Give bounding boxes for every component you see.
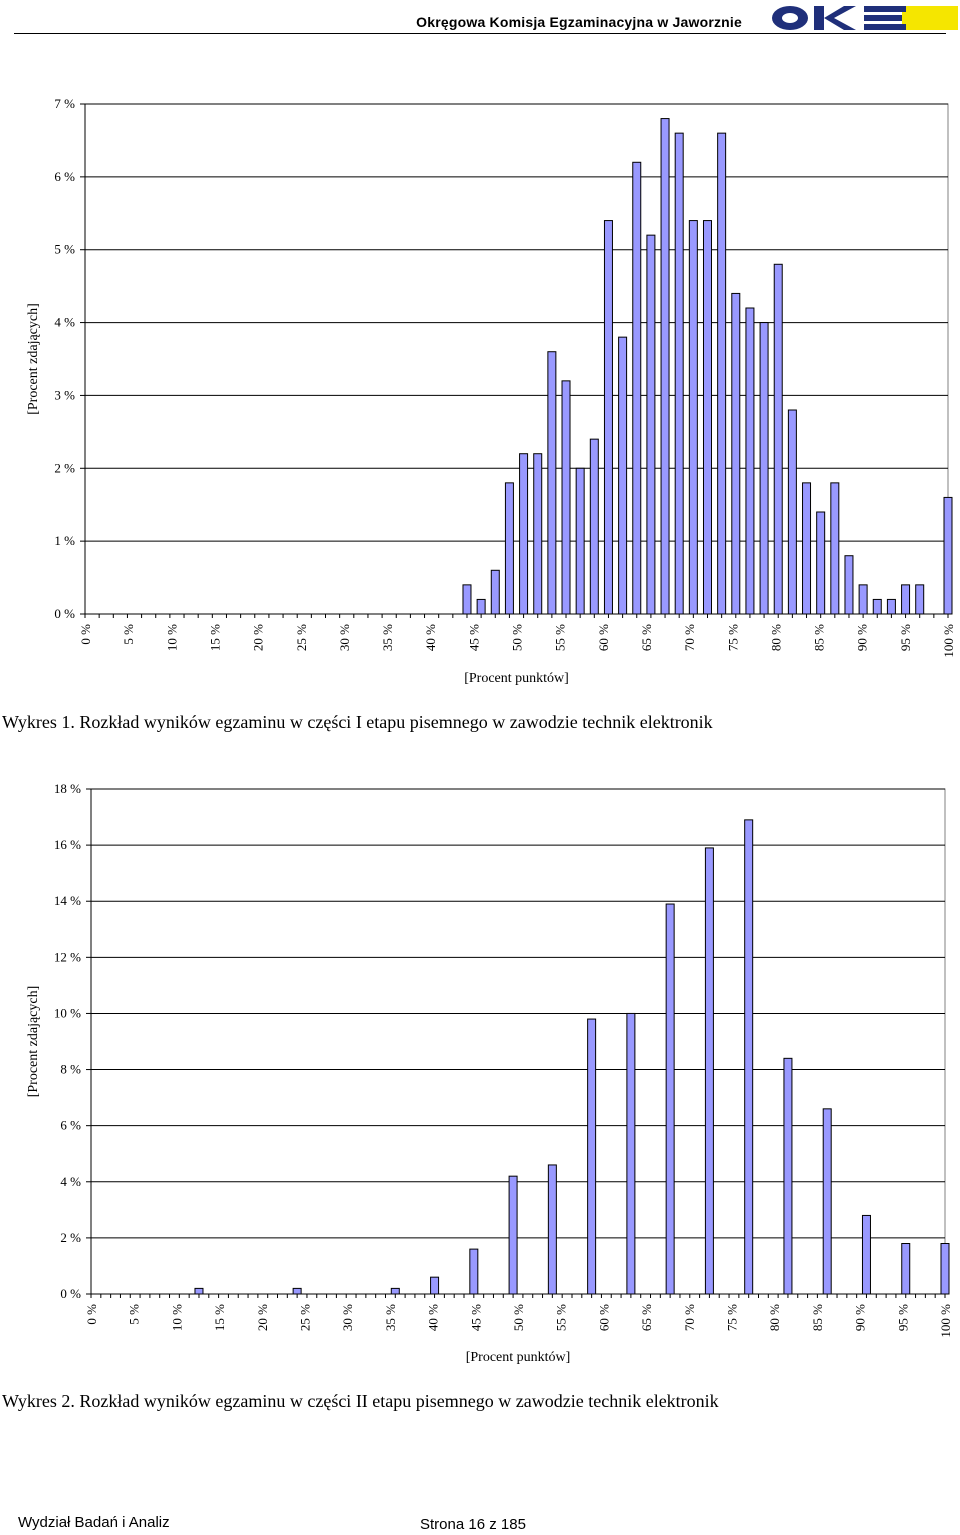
x-tick-label: 95 % [898,624,913,651]
y-tick-label: 16 % [54,837,81,852]
bar [587,1018,597,1295]
logo-letter-k [814,6,824,30]
y-tick-label: 18 % [54,781,81,796]
bar [940,1243,950,1295]
header-title: Okręgowa Komisja Egzaminacyjna w Jaworzn… [416,14,742,30]
x-tick-label: 95 % [895,1304,910,1331]
bar [704,847,714,1295]
x-tick-label: 100 % [941,624,956,658]
y-tick-label: 6 % [54,169,75,184]
x-tick-label: 30 % [337,624,352,651]
bar [194,1287,204,1295]
x-tick-label: 60 % [596,1304,611,1331]
y-tick-label: 5 % [54,242,75,257]
x-tick-label: 30 % [340,1304,355,1331]
x-tick-label: 70 % [682,1304,697,1331]
y-tick-label: 10 % [54,1005,81,1020]
header-divider [14,33,946,34]
y-tick-label: 14 % [54,893,81,908]
footer-page-number: Strona 16 z 185 [420,1516,526,1533]
x-tick-label: 50 % [510,624,525,651]
bar [861,1214,871,1295]
chart-1-caption: Wykres 1. Rozkład wyników egzaminu w czę… [2,712,713,732]
y-tick-label: 3 % [54,387,75,402]
x-tick-label: 55 % [554,1304,569,1331]
bar [822,1108,832,1295]
x-tick-label: 90 % [853,1304,868,1331]
x-tick-label: 15 % [212,1304,227,1331]
x-tick-label: 40 % [423,624,438,651]
plot-area [90,788,946,1295]
x-tick-label: 85 % [810,1304,825,1331]
x-tick-label: 35 % [380,624,395,651]
y-axis-title: [Procent zdających] [26,986,41,1098]
x-tick-label: 45 % [466,624,481,651]
y-tick-label: 4 % [54,315,75,330]
chart-2-caption: Wykres 2. Rozkład wyników egzaminu w czę… [2,1391,719,1411]
y-tick-label: 1 % [54,533,75,548]
y-axis-title: [Procent zdających] [26,303,41,415]
x-tick-label: 25 % [298,1304,313,1331]
x-tick-label: 10 % [164,624,179,651]
x-tick-label: 85 % [812,624,827,651]
x-axis-title: [Procent punktów] [466,1350,571,1365]
x-tick-label: 65 % [639,624,654,651]
chart-2: 0 % 2 % 4 % 6 % 8 % 10 % 12 % 14 % 16 % 18 % 0 % 5 … [26,781,953,1365]
bar [430,1276,440,1295]
y-tick-label: 0 % [60,1286,81,1301]
x-tick-label: 5 % [121,624,136,645]
bar [665,903,675,1295]
x-tick-label: 15 % [207,624,222,651]
y-tick-label: 6 % [60,1118,81,1133]
x-tick-label: 60 % [596,624,611,651]
x-tick-label: 80 % [768,624,783,651]
x-tick-label: 45 % [468,1304,483,1331]
y-tick-label: 0 % [54,606,75,621]
x-axis-title: [Procent punktów] [464,671,569,686]
bar [508,1175,518,1295]
bar [547,1164,557,1295]
y-tick-label: 2 % [54,460,75,475]
x-tick-label: 0 % [84,1304,99,1325]
x-tick-label: 40 % [426,1304,441,1331]
bar [626,1012,636,1295]
x-tick-label: 20 % [251,624,266,651]
bar [390,1287,400,1295]
x-tick-label: 75 % [725,624,740,651]
x-tick-label: 35 % [383,1304,398,1331]
bar [744,819,754,1295]
x-tick-label: 0 % [78,624,93,645]
x-tick-label: 10 % [169,1304,184,1331]
x-tick-label: 80 % [767,1304,782,1331]
x-tick-label: 55 % [553,624,568,651]
bar [469,1248,479,1295]
oke-logo [772,6,958,30]
y-tick-label: 12 % [54,949,81,964]
x-tick-label: 100 % [938,1304,953,1338]
chart-1: 0 % 1 % 2 % 3 % 4 % 5 % 6 % 7 % 0 % 5 % 10 % 15 % 20… [26,96,956,686]
x-tick-label: 5 % [127,1304,142,1325]
x-tick-label: 90 % [855,624,870,651]
x-tick-label: 75 % [725,1304,740,1331]
y-tick-label: 4 % [60,1174,81,1189]
logo-yellow-block [902,6,958,30]
y-tick-label: 8 % [60,1062,81,1077]
y-tick-label: 2 % [60,1230,81,1245]
y-tick-label: 7 % [54,96,75,111]
x-tick-label: 65 % [639,1304,654,1331]
footer-department: Wydział Badań i Analiz [18,1514,170,1531]
x-tick-label: 70 % [682,624,697,651]
bar [292,1287,302,1295]
x-tick-label: 25 % [294,624,309,651]
logo-letter-e [864,6,906,12]
x-tick-label: 50 % [511,1304,526,1331]
bar [901,1243,911,1295]
x-tick-label: 20 % [255,1304,270,1331]
bar [783,1057,793,1295]
